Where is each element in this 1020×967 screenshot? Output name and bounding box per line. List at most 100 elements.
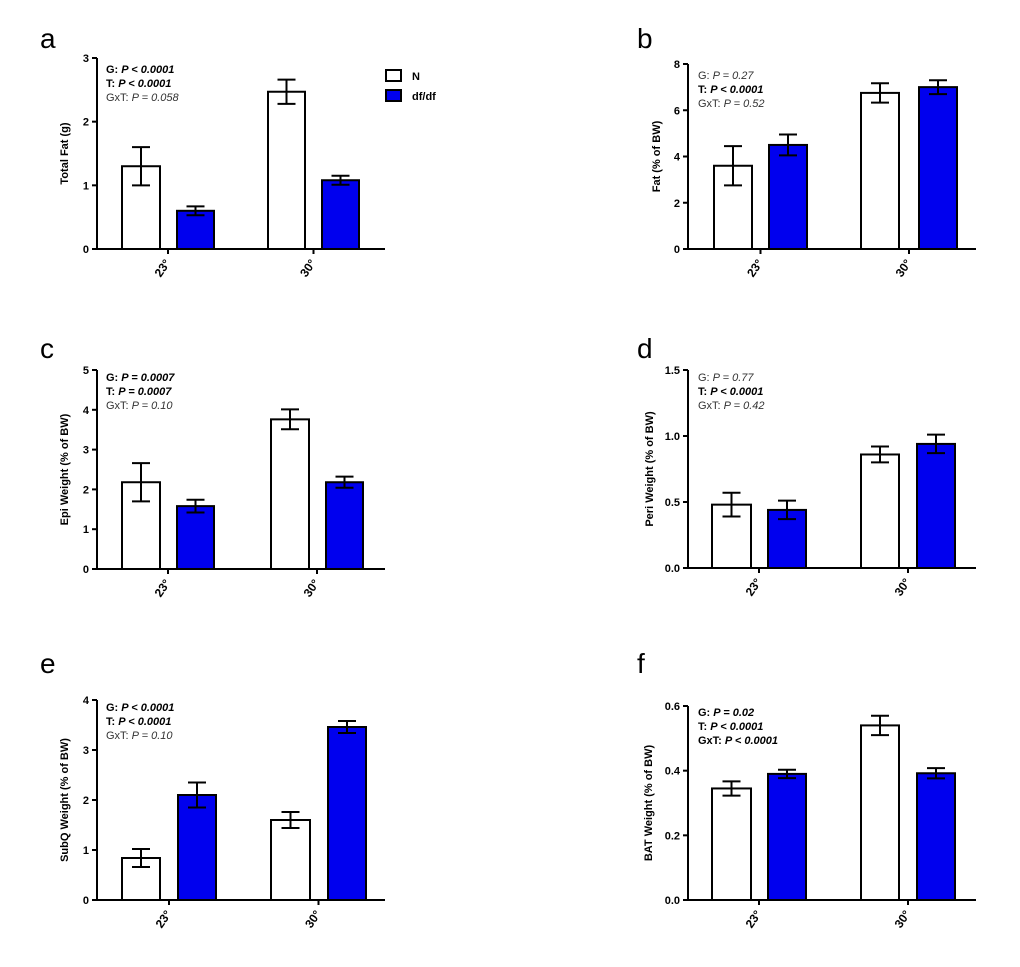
stat-line: GxT: P = 0.10 — [106, 730, 173, 742]
stat-line: G: P = 0.27 — [698, 70, 754, 82]
stat-factor: T: — [106, 386, 118, 398]
panel-letter: e — [40, 648, 56, 679]
y-tick-label: 1 — [83, 180, 89, 192]
stat-line: GxT: P = 0.10 — [106, 400, 173, 412]
panel-c: c 0 1 2 3 4 5 Epi Weight (% of BW) 23° 30° G: P = … — [40, 333, 385, 600]
panel-letter: c — [40, 333, 54, 364]
stat-line: T: P < 0.0001 — [106, 716, 171, 728]
y-tick-label: 0 — [83, 895, 89, 907]
stat-p-value: P < 0.0001 — [725, 735, 778, 747]
stat-p-value: P = 0.10 — [132, 730, 174, 742]
y-axis-title: Total Fat (g) — [59, 122, 71, 184]
stat-factor: G: — [106, 64, 121, 76]
legend-label: N — [412, 71, 420, 83]
y-tick-label: 0.2 — [665, 830, 680, 842]
y-tick-label: 4 — [674, 152, 681, 164]
y-tick-label: 1.5 — [665, 365, 680, 377]
y-tick-label: 2 — [83, 484, 89, 496]
x-tick-label: 30° — [893, 257, 915, 280]
x-tick-label: 30° — [892, 908, 914, 931]
y-tick-label: 5 — [83, 365, 89, 377]
stat-line: T: P < 0.0001 — [106, 78, 171, 90]
y-tick-label: 0 — [83, 564, 89, 576]
panel-letter: b — [637, 23, 653, 54]
y-axis-title: SubQ Weight (% of BW) — [59, 738, 71, 862]
legend-label: df/df — [412, 91, 436, 103]
bar-dfdf — [767, 772, 807, 902]
stat-factor: T: — [698, 386, 710, 398]
y-tick-label: 0.0 — [665, 895, 680, 907]
y-axis-title: Fat (% of BW) — [651, 120, 663, 192]
bar-n — [267, 90, 306, 250]
stat-factor: GxT: — [698, 98, 724, 110]
bar-n — [860, 724, 900, 902]
bar-dfdf — [321, 179, 360, 251]
panel-letter: a — [40, 23, 56, 54]
stat-factor: G: — [106, 372, 121, 384]
stat-p-value: P = 0.0007 — [121, 372, 175, 384]
stat-line: T: P < 0.0001 — [698, 386, 763, 398]
legend-swatch — [385, 89, 402, 102]
y-axis-title: Peri Weight (% of BW) — [644, 411, 656, 527]
stat-line: GxT: P = 0.058 — [106, 92, 180, 104]
bar-dfdf — [918, 86, 958, 250]
stat-p-value: P < 0.0001 — [118, 716, 171, 728]
stat-p-value: P < 0.0001 — [710, 386, 763, 398]
stat-factor: GxT: — [106, 92, 132, 104]
stat-p-value: P = 0.42 — [724, 400, 765, 412]
panel-e: e 0 1 2 3 4 SubQ Weight (% of BW) 23° 30° G: P < … — [40, 648, 385, 931]
y-tick-label: 1 — [83, 845, 89, 857]
stat-line: T: P = 0.0007 — [106, 386, 172, 398]
x-tick-label: 30° — [301, 577, 323, 600]
panel-f: f 0.0 0.2 0.4 0.6 BAT Weight (% of BW) 23° 30° G… — [637, 648, 976, 931]
x-tick-label: 23° — [743, 576, 765, 599]
y-tick-label: 4 — [83, 405, 90, 417]
y-tick-label: 2 — [83, 795, 89, 807]
stat-line: G: P = 0.0007 — [106, 372, 175, 384]
y-tick-label: 1.0 — [665, 431, 680, 443]
stat-p-value: P = 0.0007 — [118, 386, 172, 398]
stat-line: GxT: P = 0.52 — [698, 98, 765, 110]
stat-p-value: P < 0.0001 — [118, 78, 171, 90]
stat-factor: T: — [698, 84, 710, 96]
x-tick-label: 30° — [297, 257, 319, 280]
y-axis-title: BAT Weight (% of BW) — [643, 745, 655, 862]
x-tick-label: 23° — [743, 908, 765, 931]
y-tick-label: 0 — [674, 244, 680, 256]
x-tick-label: 30° — [892, 576, 914, 599]
y-tick-label: 0.6 — [665, 701, 680, 713]
bar-dfdf — [768, 143, 808, 250]
x-tick-label: 30° — [302, 908, 324, 931]
y-tick-label: 0.5 — [665, 497, 680, 509]
bar-n — [860, 91, 900, 250]
bar-dfdf — [916, 442, 956, 570]
bar-dfdf — [327, 726, 367, 901]
bar-n — [270, 418, 310, 570]
legend: Ndf/df — [385, 69, 436, 103]
stat-factor: GxT: — [698, 400, 724, 412]
y-tick-label: 8 — [674, 59, 680, 71]
stat-factor: G: — [698, 70, 713, 82]
bar-dfdf — [176, 209, 215, 251]
y-tick-label: 2 — [83, 117, 89, 129]
stat-factor: G: — [698, 707, 713, 719]
stat-factor: GxT: — [106, 730, 132, 742]
y-tick-label: 0.0 — [665, 563, 680, 575]
y-tick-label: 1 — [83, 524, 89, 536]
stat-line: T: P < 0.0001 — [698, 721, 763, 733]
stat-factor: T: — [106, 78, 118, 90]
y-tick-label: 0 — [83, 244, 89, 256]
stat-p-value: P = 0.02 — [713, 707, 754, 719]
y-tick-label: 3 — [83, 53, 89, 65]
bar-dfdf — [177, 794, 217, 901]
stat-factor: GxT: — [106, 400, 132, 412]
stat-line: GxT: P < 0.0001 — [698, 735, 778, 747]
panel-d: d 0.0 0.5 1.0 1.5 Peri Weight (% of BW) 23° 30°… — [637, 333, 976, 599]
stat-p-value: P = 0.058 — [132, 92, 180, 104]
y-axis-title: Epi Weight (% of BW) — [59, 413, 71, 525]
stat-p-value: P = 0.77 — [713, 372, 755, 384]
stat-line: G: P < 0.0001 — [106, 702, 174, 714]
bar-dfdf — [176, 505, 215, 570]
